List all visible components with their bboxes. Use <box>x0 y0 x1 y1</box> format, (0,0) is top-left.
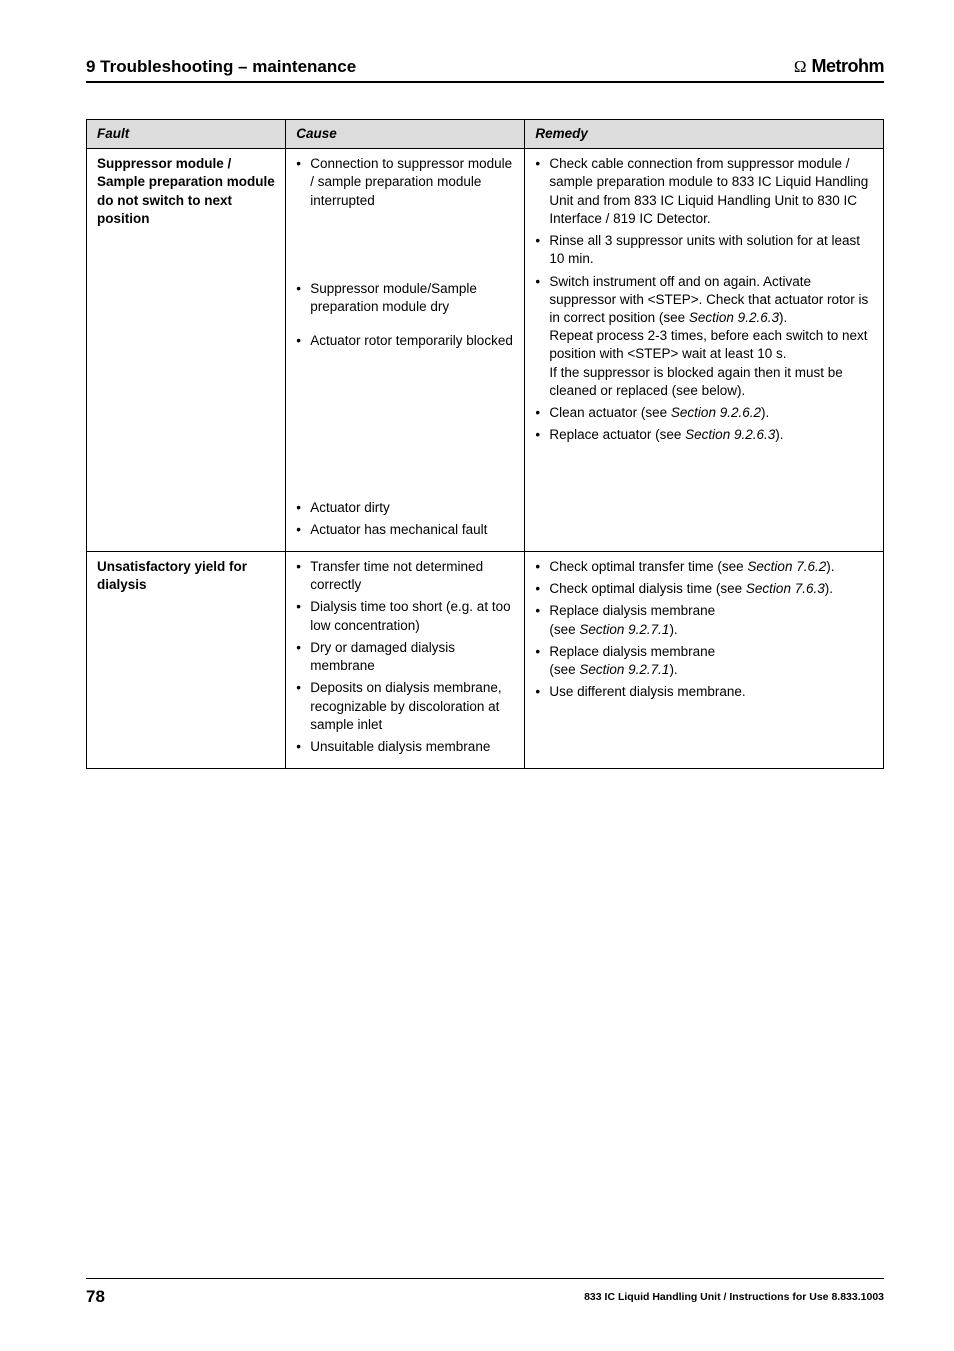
remedy-item: Switch instrument off and on again. Acti… <box>535 273 873 401</box>
footer-doc-title: 833 IC Liquid Handling Unit / Instructio… <box>584 1291 884 1303</box>
col-header-cause: Cause <box>286 120 525 149</box>
remedy-item: Check optimal dialysis time (see Section… <box>535 580 873 598</box>
remedy-item: Rinse all 3 suppressor units with soluti… <box>535 232 873 268</box>
cause-cell: Transfer time not determined correctly D… <box>286 551 525 768</box>
col-header-remedy: Remedy <box>525 120 884 149</box>
troubleshooting-table: Fault Cause Remedy Suppressor module / S… <box>86 119 884 769</box>
remedy-item: Replace actuator (see Section 9.2.6.3). <box>535 426 873 444</box>
remedy-item: Clean actuator (see Section 9.2.6.2). <box>535 404 873 422</box>
cause-item: Dialysis time too short (e.g. at too low… <box>296 598 514 634</box>
cause-item: Actuator rotor temporarily blocked <box>296 332 514 350</box>
table-header-row: Fault Cause Remedy <box>87 120 884 149</box>
cause-item: Transfer time not determined correctly <box>296 558 514 594</box>
page-footer: 78 833 IC Liquid Handling Unit / Instruc… <box>86 1283 884 1307</box>
page-number: 78 <box>86 1287 105 1307</box>
cause-item: Actuator dirty <box>296 499 514 517</box>
remedy-item: Check optimal transfer time (see Section… <box>535 558 873 576</box>
cause-item: Dry or damaged dialysis membrane <box>296 639 514 675</box>
table-row: Unsatisfactory yield for dialysis Transf… <box>87 551 884 768</box>
cause-item: Deposits on dialysis membrane, recogniza… <box>296 679 514 734</box>
brand-text: Metrohm <box>812 56 885 77</box>
fault-cell: Unsatisfactory yield for dialysis <box>87 551 286 768</box>
cause-item: Suppressor module/Sample preparation mod… <box>296 280 514 316</box>
fault-cell: Suppressor module / Sample preparation m… <box>87 149 286 552</box>
brand-logo: Ω Metrohm <box>794 56 884 77</box>
remedy-item: Replace dialysis membrane(see Section 9.… <box>535 602 873 638</box>
remedy-item: Replace dialysis membrane(see Section 9.… <box>535 643 873 679</box>
cause-item: Actuator has mechanical fault <box>296 521 514 539</box>
cause-item: Unsuitable dialysis membrane <box>296 738 514 756</box>
cause-cell: Connection to suppressor module / sample… <box>286 149 525 552</box>
brand-omega-icon: Ω <box>794 57 807 77</box>
section-title: 9 Troubleshooting – maintenance <box>86 57 356 77</box>
remedy-item: Use different dialysis membrane. <box>535 683 873 701</box>
remedy-cell: Check optimal transfer time (see Section… <box>525 551 884 768</box>
remedy-cell: Check cable connection from suppressor m… <box>525 149 884 552</box>
col-header-fault: Fault <box>87 120 286 149</box>
remedy-item: Check cable connection from suppressor m… <box>535 155 873 228</box>
cause-item: Connection to suppressor module / sample… <box>296 155 514 210</box>
footer-rule <box>86 1278 884 1279</box>
table-row: Suppressor module / Sample preparation m… <box>87 149 884 552</box>
page-header: 9 Troubleshooting – maintenance Ω Metroh… <box>86 56 884 83</box>
